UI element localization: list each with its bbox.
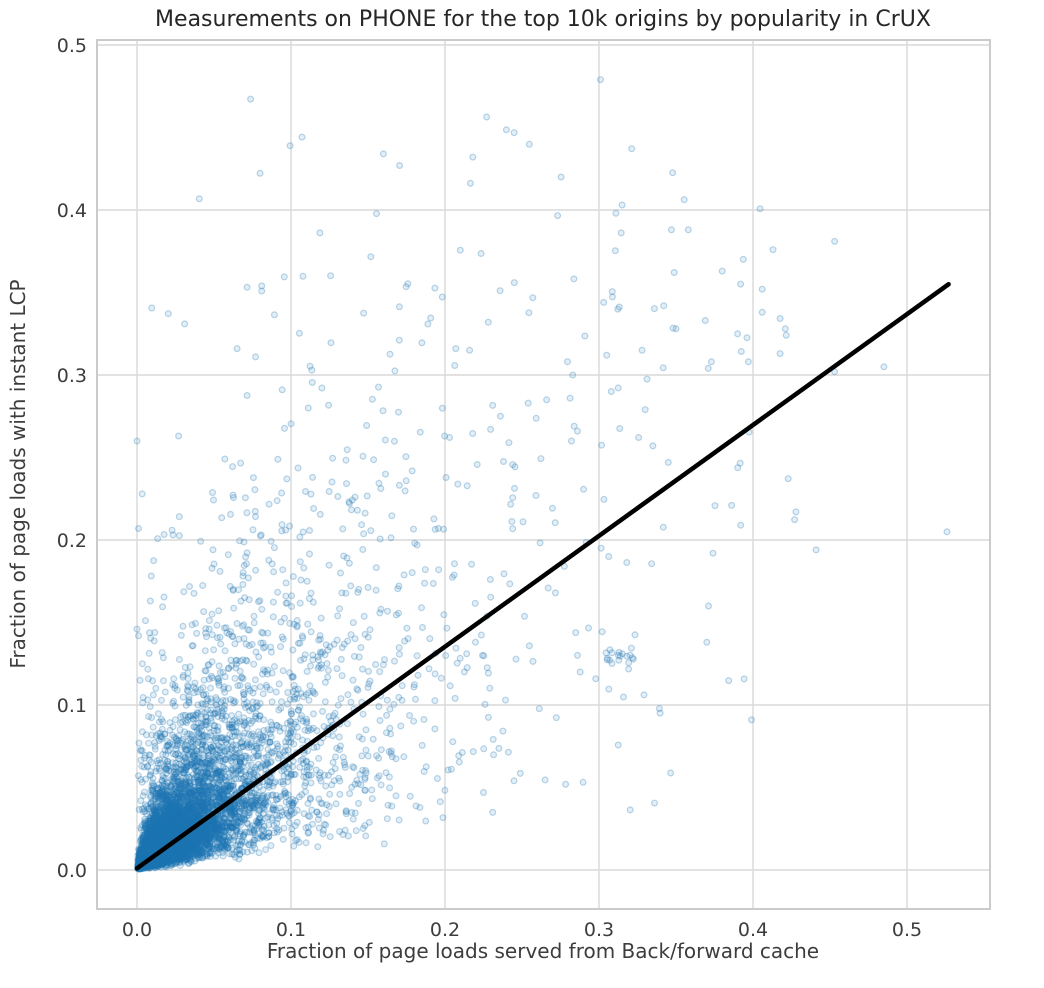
y-tick-label: 0.4: [57, 200, 87, 222]
x-tick-label: 0.4: [738, 919, 768, 941]
axes-spines: [96, 39, 991, 910]
x-tick-labels: 0.0 0.1 0.2 0.3 0.4 0.5: [122, 919, 922, 941]
x-tick-label: 0.2: [430, 919, 460, 941]
y-tick-label: 0.5: [57, 35, 87, 57]
chart-title: Measurements on PHONE for the top 10k or…: [155, 7, 931, 32]
y-tick-labels: 0.0 0.1 0.2 0.3 0.4 0.5: [57, 35, 87, 882]
x-tick-label: 0.3: [584, 919, 614, 941]
x-tick-label: 0.0: [122, 919, 152, 941]
y-tick-label: 0.1: [57, 695, 87, 717]
regression-line: [134, 282, 951, 871]
x-tick-label: 0.5: [892, 919, 922, 941]
x-axis-label: Fraction of page loads served from Back/…: [267, 939, 819, 963]
y-tick-label: 0.3: [57, 365, 87, 387]
gridlines: [97, 40, 990, 909]
y-axis-label: Fraction of page loads with instant LCP: [6, 279, 30, 668]
y-tick-label: 0.2: [57, 530, 87, 552]
x-tick-label: 0.1: [276, 919, 306, 941]
y-tick-label: 0.0: [57, 860, 87, 882]
plot-area: [97, 40, 990, 909]
